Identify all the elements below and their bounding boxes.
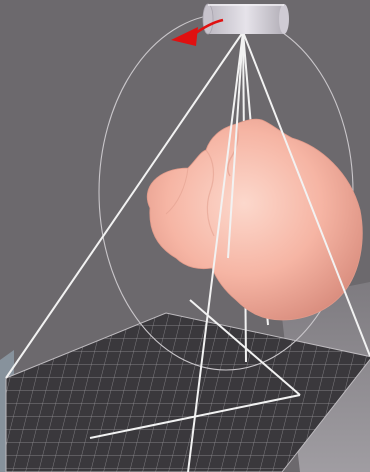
head-model-icon <box>146 118 363 321</box>
cylinder-source-icon <box>202 3 289 35</box>
floor-grid <box>5 312 370 472</box>
beam-lines-front <box>5 31 370 472</box>
floor-beam-lines <box>89 299 301 439</box>
curved-arrow-icon <box>171 18 224 46</box>
